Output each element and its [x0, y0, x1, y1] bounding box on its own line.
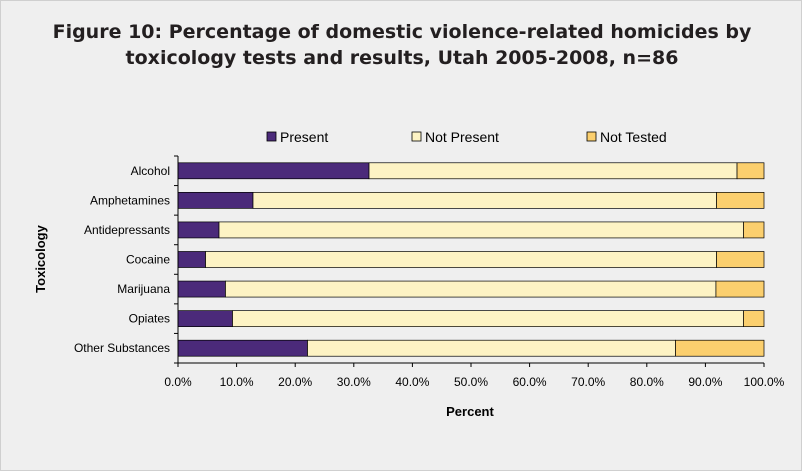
y-tick-label-other-substances: Other Substances	[74, 341, 170, 355]
x-tick-label: 100.0%	[744, 375, 785, 389]
bar-antidepressants-present	[177, 221, 220, 239]
bar-cocaine-not-present	[205, 251, 717, 268]
bar-marijuana-not-present	[225, 280, 717, 298]
bar-alcohol-present	[177, 162, 370, 180]
bars	[177, 162, 765, 357]
legend-swatch-not-tested	[586, 131, 597, 142]
x-tick-label: 80.0%	[630, 375, 664, 389]
bar-other-substances-not-present	[307, 339, 676, 357]
bar-amphetamines-present	[177, 192, 254, 209]
y-tick-label-cocaine: Cocaine	[126, 253, 170, 267]
x-tick-label: 50.0%	[454, 375, 488, 389]
x-tick-label: 30.0%	[337, 375, 371, 389]
bar-alcohol-not-present	[368, 162, 738, 180]
bar-opiates-present	[177, 310, 233, 327]
bar-amphetamines-not-tested	[716, 192, 765, 209]
y-tick-label-amphetamines: Amphetamines	[90, 193, 170, 207]
bar-opiates-not-tested	[743, 310, 765, 327]
x-tick-label: 0.0%	[164, 375, 192, 389]
bar-cocaine-not-tested	[716, 251, 765, 268]
legend-label-not-tested: Not Tested	[600, 129, 667, 145]
x-axis-title: Percent	[446, 404, 494, 419]
bar-other-substances-not-tested	[675, 339, 765, 357]
y-axis-title: Toxicology	[33, 224, 48, 292]
x-tick-label: 10.0%	[220, 375, 254, 389]
y-tick-label-antidepressants: Antidepressants	[84, 223, 170, 237]
bar-cocaine-present	[177, 251, 206, 268]
bar-antidepressants-not-tested	[743, 221, 765, 239]
y-tick-label-opiates: Opiates	[129, 312, 170, 326]
legend: Present Not Present Not Tested	[266, 129, 667, 145]
legend-swatch-not-present	[411, 131, 422, 142]
bar-alcohol-not-tested	[736, 162, 765, 180]
y-axis: Alcohol Amphetamines Antidepressants Cocain…	[74, 155, 179, 364]
bar-marijuana-present	[177, 280, 226, 298]
legend-label-present: Present	[280, 129, 328, 145]
legend-label-not-present: Not Present	[425, 129, 499, 145]
bar-marijuana-not-tested	[715, 280, 765, 298]
x-tick-label: 70.0%	[571, 375, 605, 389]
x-tick-label: 20.0%	[278, 375, 312, 389]
x-tick-label: 60.0%	[513, 375, 547, 389]
x-tick-label: 90.0%	[688, 375, 722, 389]
y-tick-label-marijuana: Marijuana	[117, 282, 170, 296]
y-tick-label-alcohol: Alcohol	[131, 164, 170, 178]
legend-swatch-present	[266, 131, 277, 142]
bar-opiates-not-present	[232, 310, 744, 327]
x-tick-label: 40.0%	[395, 375, 429, 389]
bar-antidepressants-not-present	[218, 221, 744, 239]
chart-title-line-2: toxicology tests and results, Utah 2005-…	[125, 47, 679, 69]
bar-other-substances-present	[177, 339, 308, 357]
x-axis: 0.0% 10.0% 20.0% 30.0% 40.0% 50.0% 60.0% 70.0% 8…	[164, 362, 785, 389]
chart-title: Figure 10: Percentage of domestic violen…	[1, 19, 802, 71]
chart-title-line-1: Figure 10: Percentage of domestic violen…	[52, 21, 752, 43]
bar-amphetamines-not-present	[252, 192, 717, 209]
